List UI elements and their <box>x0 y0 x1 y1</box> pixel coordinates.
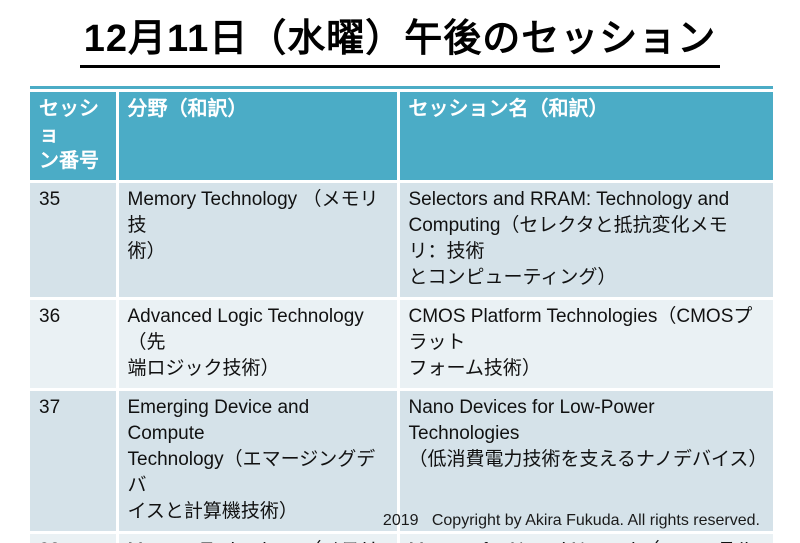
field-cell: Emerging Device and Compute Technology（エ… <box>117 389 400 534</box>
table-row: 35 Memory Technology （メモリ技 術） Selectors … <box>30 181 773 300</box>
table-body: 35 Memory Technology （メモリ技 術） Selectors … <box>30 181 773 543</box>
header-field: 分野（和訳） <box>117 92 400 183</box>
header-session-name: セッション名（和訳） <box>398 92 773 183</box>
session-name-cell: Nano Devices for Low-Power Technologies … <box>398 389 773 534</box>
title-area: 12月11日（水曜）午後のセッション <box>0 18 800 68</box>
field-cell: Memory Technology （メモリ技 術） <box>117 532 400 543</box>
header-session-number: セッショ ン番号 <box>30 92 119 183</box>
session-number-cell: 35 <box>30 181 119 300</box>
table-row: 36 Advanced Logic Technology（先 端ロジック技術） … <box>30 298 773 391</box>
session-number-cell: 36 <box>30 298 119 391</box>
table-top-border <box>30 86 773 89</box>
session-number-cell: 38 <box>30 532 119 543</box>
header-row: セッショ ン番号 分野（和訳） セッション名（和訳） <box>30 92 773 183</box>
table-row: 37 Emerging Device and Compute Technolog… <box>30 389 773 534</box>
session-name-cell: CMOS Platform Technologies（CMOSプラット フォーム… <box>398 298 773 391</box>
session-number-cell: 37 <box>30 389 119 534</box>
session-name-cell: Memory for Neural Network（ニューラル ネットワーク向け… <box>398 532 773 543</box>
copyright-text: 2019 Copyright by Akira Fukuda. All righ… <box>382 512 760 529</box>
field-cell: Advanced Logic Technology（先 端ロジック技術） <box>117 298 400 391</box>
session-name-cell: Selectors and RRAM: Technology and Compu… <box>398 181 773 300</box>
sessions-table: セッショ ン番号 分野（和訳） セッション名（和訳） 35 Memory Tec… <box>30 92 773 543</box>
sessions-table-area: セッショ ン番号 分野（和訳） セッション名（和訳） 35 Memory Tec… <box>30 86 773 543</box>
field-cell: Memory Technology （メモリ技 術） <box>117 181 400 300</box>
table-header: セッショ ン番号 分野（和訳） セッション名（和訳） <box>30 92 773 183</box>
table-row: 38 Memory Technology （メモリ技 術） Memory for… <box>30 532 773 543</box>
slide-title: 12月11日（水曜）午後のセッション <box>79 18 721 68</box>
